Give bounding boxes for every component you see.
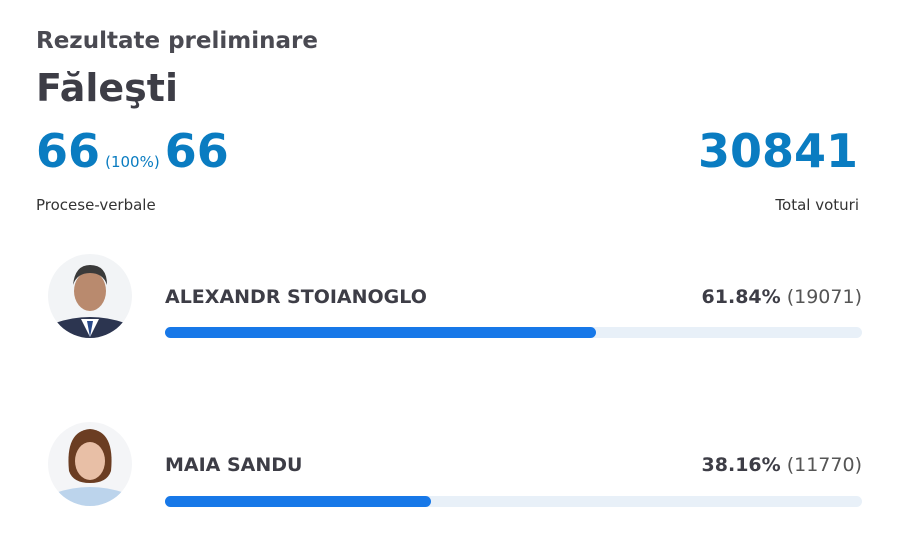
bar (165, 496, 431, 507)
protocols-label: Procese-verbale (36, 196, 156, 214)
bar (165, 327, 597, 338)
candidate-name: ALEXANDR STOIANOGLO (165, 286, 427, 308)
region: Făleşti (36, 66, 178, 110)
protocols-count: 66 (100%) 66 (36, 124, 229, 178)
avatar (48, 422, 132, 506)
votes: (11770) (786, 454, 862, 476)
candidate-result: 38.16% (11770) (702, 454, 862, 476)
votes-label: Total voturi (775, 196, 859, 214)
title: Rezultate preliminare (36, 28, 318, 54)
processed-percent: (100%) (105, 153, 160, 171)
candidate-result: 61.84% (19071) (702, 286, 862, 308)
total-protocols: 66 (164, 124, 229, 178)
avatar (48, 254, 132, 338)
processed: 66 (36, 124, 101, 178)
percent: 38.16% (701, 454, 781, 476)
bar-track (165, 327, 862, 338)
bar-track (165, 496, 862, 507)
total-votes: 30841 (697, 124, 858, 178)
votes: (19071) (786, 286, 862, 308)
percent: 61.84% (701, 286, 781, 308)
candidate-name: MAIA SANDU (165, 454, 303, 476)
